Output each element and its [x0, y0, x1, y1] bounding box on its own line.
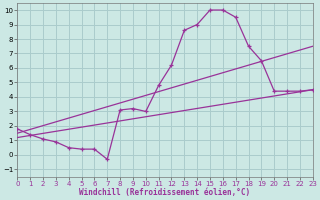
X-axis label: Windchill (Refroidissement éolien,°C): Windchill (Refroidissement éolien,°C): [79, 188, 251, 197]
